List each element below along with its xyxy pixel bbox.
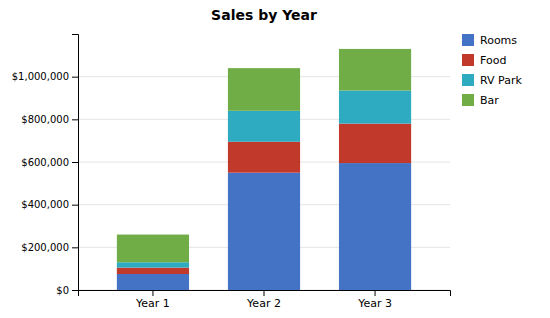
y-tick-label: $200,000 [21, 242, 69, 253]
y-tick-mark [72, 247, 78, 248]
x-tick: Year 1 [135, 290, 170, 310]
legend-item: Bar [462, 94, 499, 107]
y-tick-label: $1,000,000 [12, 71, 69, 82]
bar [228, 111, 300, 142]
bar [228, 68, 300, 111]
y-tick-mark [72, 162, 78, 163]
x-tick: Year 3 [357, 290, 392, 310]
bar [339, 91, 411, 124]
y-tick: $400,000 [21, 199, 78, 210]
legend-label: RV Park [480, 74, 522, 87]
series [117, 163, 411, 290]
plot: $0 $200,000 $400,000 $600,000 $800,000 $1,000… [12, 35, 451, 310]
legend-item: Food [462, 54, 506, 67]
legend-label: Food [480, 54, 506, 67]
bars [117, 49, 411, 290]
bar [339, 163, 411, 290]
y-tick-label: $800,000 [21, 114, 69, 125]
y-tick-label: $400,000 [21, 199, 69, 210]
y-tick: $600,000 [21, 157, 78, 168]
series [117, 124, 411, 274]
y-tick-mark [72, 290, 78, 291]
legend-swatch [462, 54, 474, 66]
legend-swatch [462, 94, 474, 106]
legend-item: Rooms [462, 34, 517, 47]
y-tick: $800,000 [21, 114, 78, 125]
y-tick-mark [72, 77, 78, 78]
legend-label: Rooms [480, 34, 517, 47]
series [117, 91, 411, 268]
x-tick-mark [152, 290, 153, 296]
series [117, 49, 411, 262]
bar [117, 262, 189, 267]
bar [117, 274, 189, 290]
x-axis-line [79, 291, 451, 297]
title: Sales by Year [211, 7, 317, 23]
legend-swatch [462, 74, 474, 86]
bar [228, 142, 300, 173]
legend: Rooms Food RV Park Bar [462, 34, 522, 107]
x-tick-mark [264, 290, 265, 296]
y-tick: $1,000,000 [12, 71, 78, 82]
legend-swatch [462, 34, 474, 46]
legend-label: Bar [480, 94, 499, 107]
legend-item: RV Park [462, 74, 522, 87]
x-tick: Year 2 [246, 290, 281, 310]
y-tick-mark [72, 205, 78, 206]
x-axis: Year 1 Year 2 Year 3 [79, 290, 451, 310]
y-tick: $0 [56, 285, 78, 296]
x-tick-mark [375, 290, 376, 296]
bar [339, 124, 411, 163]
y-tick-label: $600,000 [21, 157, 69, 168]
bar [339, 49, 411, 91]
x-tick-label: Year 2 [246, 297, 281, 310]
bar [117, 268, 189, 274]
bar [117, 235, 189, 263]
y-tick-label: $0 [56, 285, 69, 296]
x-tick-label: Year 3 [357, 297, 392, 310]
y-axis-line [72, 35, 79, 291]
y-tick-mark [72, 119, 78, 120]
x-tick-label: Year 1 [135, 297, 170, 310]
y-axis: $0 $200,000 $400,000 $600,000 $800,000 $1,000… [12, 35, 79, 296]
bar [228, 173, 300, 290]
y-tick: $200,000 [21, 242, 78, 253]
chart: Sales by Year$0$200,000$400,000$600,000$… [0, 0, 550, 318]
